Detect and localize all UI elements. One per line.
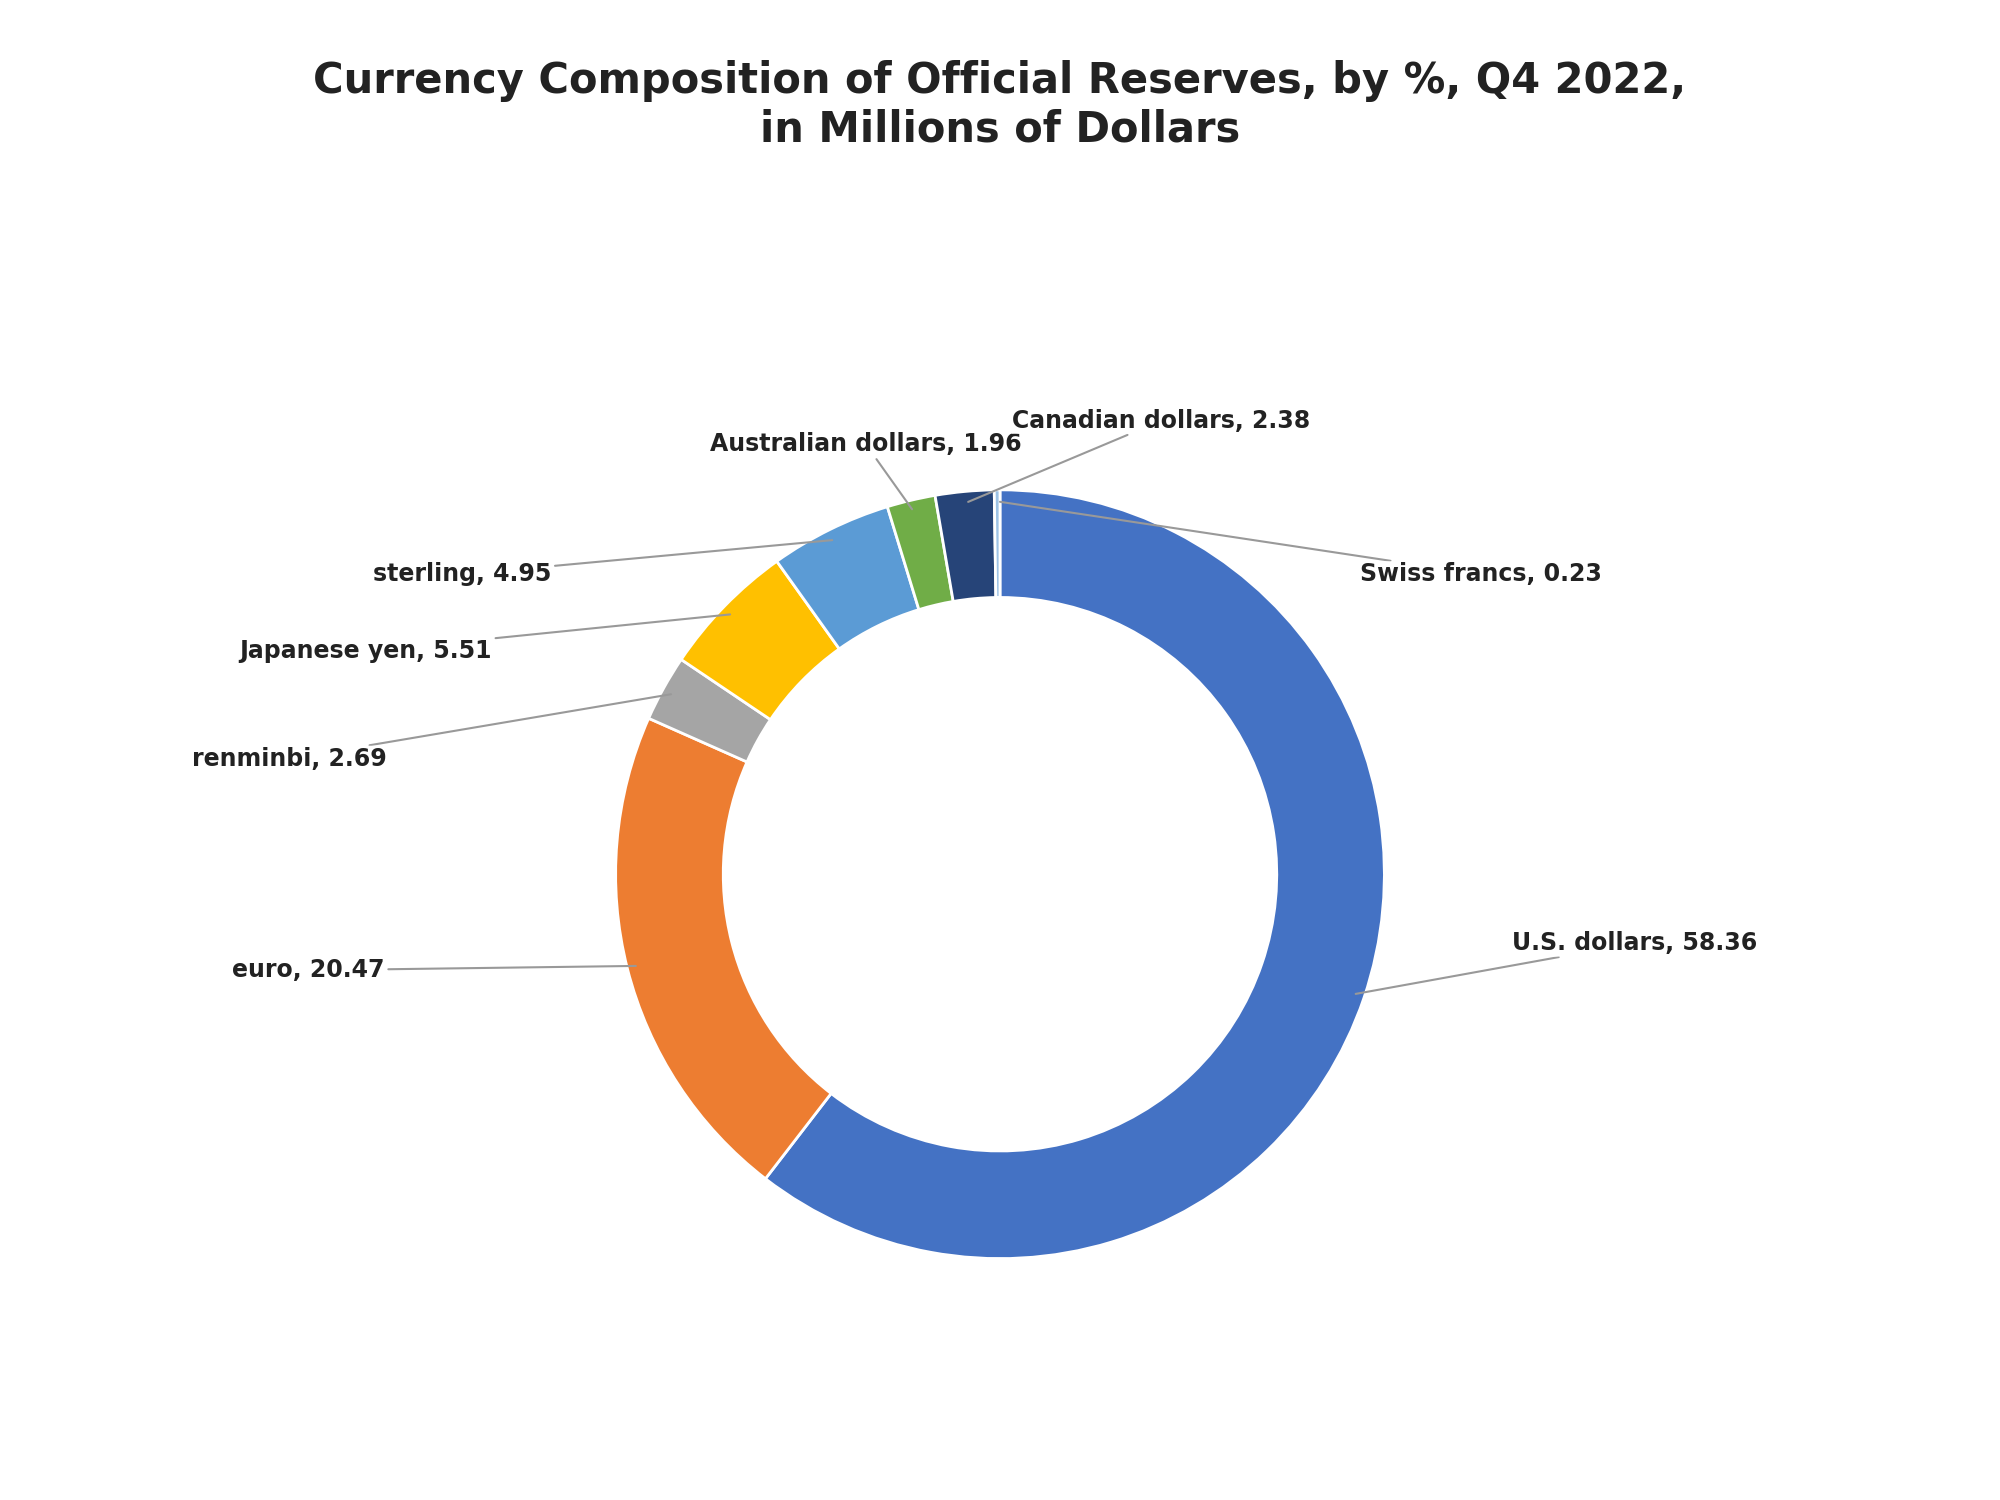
Wedge shape bbox=[648, 660, 770, 762]
Wedge shape bbox=[994, 490, 1000, 597]
Text: Currency Composition of Official Reserves, by %, Q4 2022,
in Millions of Dollars: Currency Composition of Official Reserve… bbox=[314, 60, 1686, 150]
Text: Canadian dollars, 2.38: Canadian dollars, 2.38 bbox=[968, 408, 1310, 503]
Wedge shape bbox=[616, 718, 832, 1179]
Wedge shape bbox=[888, 495, 954, 609]
Wedge shape bbox=[776, 507, 918, 650]
Text: sterling, 4.95: sterling, 4.95 bbox=[372, 540, 832, 586]
Text: renminbi, 2.69: renminbi, 2.69 bbox=[192, 694, 670, 771]
Text: Swiss francs, 0.23: Swiss francs, 0.23 bbox=[1000, 503, 1602, 586]
Text: Japanese yen, 5.51: Japanese yen, 5.51 bbox=[240, 615, 730, 663]
Text: U.S. dollars, 58.36: U.S. dollars, 58.36 bbox=[1356, 932, 1756, 994]
Wedge shape bbox=[936, 490, 996, 602]
Wedge shape bbox=[682, 561, 840, 720]
Wedge shape bbox=[766, 490, 1384, 1258]
Text: Australian dollars, 1.96: Australian dollars, 1.96 bbox=[710, 432, 1022, 508]
Text: euro, 20.47: euro, 20.47 bbox=[232, 958, 636, 982]
